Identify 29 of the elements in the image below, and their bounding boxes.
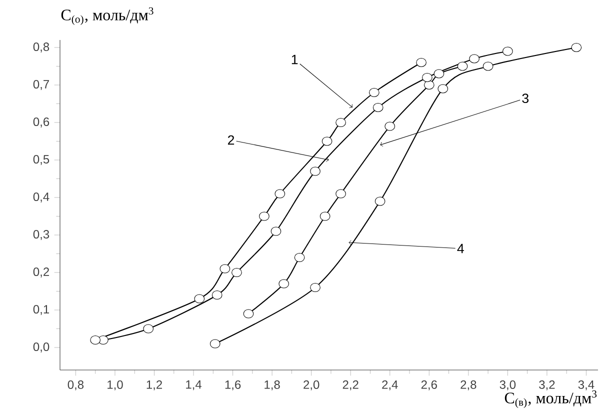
annotation: 4 (457, 244, 464, 254)
x-tick-label: 3,4 (578, 380, 594, 390)
x-tick-label: 0,8 (68, 380, 84, 390)
x-tick-label: 3,2 (539, 380, 555, 390)
annotation: 3 (522, 94, 529, 104)
y-tick-label: 0,4 (33, 192, 50, 202)
x-tick-label: 1,0 (108, 380, 123, 390)
y-tick-label: 0,3 (33, 230, 50, 240)
x-tick-label: 2,0 (304, 380, 320, 390)
y-tick-label: 0,5 (33, 155, 50, 165)
y-tick-label: 0,7 (33, 80, 49, 90)
x-tick-label: 1,4 (186, 380, 202, 390)
y-tick-label: 0,2 (33, 268, 49, 278)
x-tick-label: 2,6 (421, 380, 437, 390)
x-tick-label: 1,8 (264, 380, 280, 390)
x-tick-label: 1,2 (146, 380, 162, 390)
x-tick-label: 3,0 (500, 380, 516, 390)
y-tick-label: 0,6 (33, 118, 50, 128)
x-tick-label: 2,2 (342, 380, 358, 390)
annotation: 1 (292, 54, 298, 64)
y-axis-title: C$_{(о)}$, моль/дм$^{3}$ (61, 7, 154, 25)
y-tick-label: 0,0 (33, 342, 50, 352)
y-tick-label: 0,8 (33, 42, 50, 52)
x-axis-title: C$_{(в)}$, моль/дм$^{3}$ (504, 390, 597, 408)
x-tick-label: 2,8 (460, 380, 476, 390)
y-tick-label: 0,1 (33, 305, 50, 315)
x-tick-label: 2,4 (382, 380, 398, 390)
x-tick-label: 1,6 (225, 380, 241, 390)
annotation: 2 (228, 135, 234, 145)
